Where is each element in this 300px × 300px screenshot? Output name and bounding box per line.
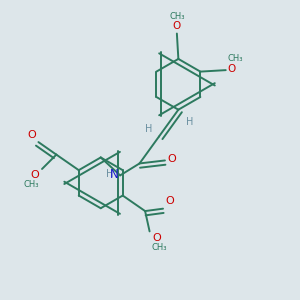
- Text: CH₃: CH₃: [152, 243, 167, 252]
- Text: O: O: [27, 130, 36, 140]
- Text: CH₃: CH₃: [169, 12, 184, 21]
- Text: O: O: [30, 170, 39, 181]
- Text: N: N: [110, 168, 118, 181]
- Text: O: O: [165, 196, 174, 206]
- Text: O: O: [152, 233, 161, 243]
- Text: CH₃: CH₃: [23, 180, 39, 189]
- Text: H: H: [145, 124, 152, 134]
- Text: H: H: [106, 169, 114, 179]
- Text: O: O: [173, 21, 181, 31]
- Text: O: O: [167, 154, 176, 164]
- Text: H: H: [186, 117, 193, 127]
- Text: CH₃: CH₃: [227, 54, 243, 63]
- Text: O: O: [227, 64, 236, 74]
